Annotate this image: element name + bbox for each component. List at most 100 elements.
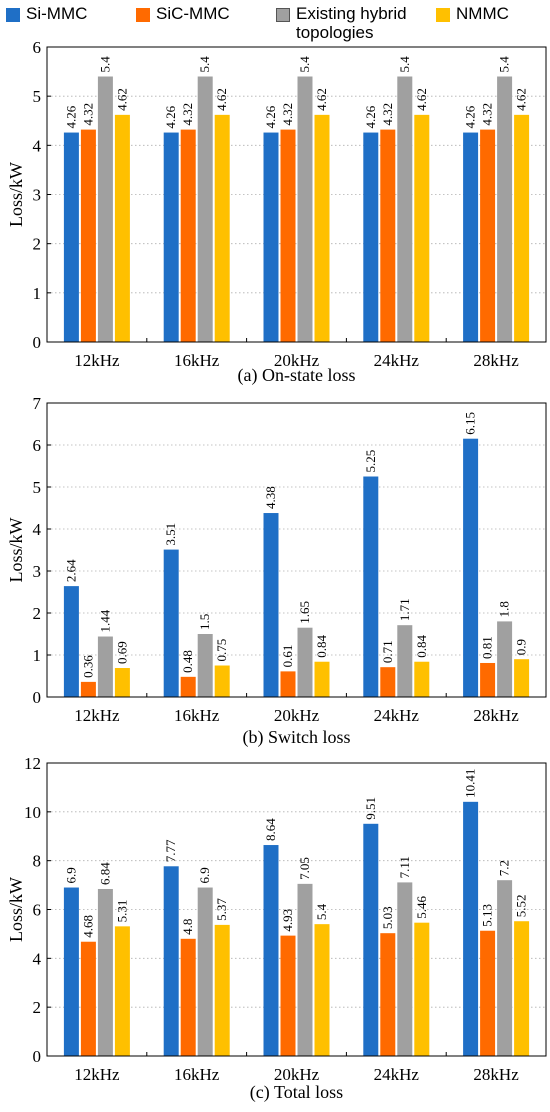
chart-caption: (c) Total loss — [250, 1082, 343, 1103]
bar-existing-hybrid-topologies-28khz — [497, 76, 513, 342]
x-tick-label: 12kHz — [74, 706, 120, 725]
value-label: 5.46 — [414, 895, 429, 918]
value-label: 5.13 — [480, 904, 495, 927]
value-label: 4.26 — [263, 105, 278, 128]
x-tick-label: 24kHz — [374, 1065, 420, 1084]
bar-nmmc-16khz — [214, 924, 230, 1056]
bar-si-mmc-12khz — [63, 586, 79, 697]
bar-existing-hybrid-topologies-28khz — [497, 621, 513, 697]
value-label: 1.65 — [297, 601, 312, 624]
bar-si-mmc-16khz — [163, 866, 179, 1056]
x-tick-label: 28kHz — [473, 1065, 519, 1084]
value-label: 4.38 — [263, 486, 278, 509]
y-tick-label: 8 — [33, 852, 42, 871]
bar-sic-mmc-24khz — [380, 667, 396, 697]
legend: Si-MMC SiC-MMC Existing hybrid topologie… — [0, 0, 550, 48]
chart-panel-1: 4.26 4.26 4.26 4.26 4.264.32 4.32 4.32 4.32 4.32… — [6, 38, 547, 386]
bar-existing-hybrid-topologies-24khz — [397, 882, 413, 1056]
bar-sic-mmc-20khz — [280, 129, 296, 342]
x-tick-label: 12kHz — [74, 1065, 120, 1084]
y-tick-label: 5 — [33, 87, 42, 106]
value-label: 5.31 — [114, 900, 129, 923]
bar-si-mmc-12khz — [63, 132, 79, 342]
value-label: 4.32 — [280, 103, 295, 126]
value-label: 4.8 — [180, 919, 195, 935]
value-label: 9.51 — [363, 797, 378, 820]
y-tick-label: 1 — [33, 284, 42, 303]
legend-swatch-sic-mmc — [136, 8, 150, 22]
value-label: 4.32 — [380, 103, 395, 126]
value-label: 4.62 — [314, 88, 329, 111]
bar-si-mmc-16khz — [163, 549, 179, 697]
bar-existing-hybrid-topologies-16khz — [197, 634, 213, 697]
bar-sic-mmc-20khz — [280, 935, 296, 1056]
value-label: 0.75 — [214, 639, 229, 662]
value-label: 4.62 — [514, 88, 529, 111]
x-tick-label: 20kHz — [274, 351, 320, 370]
value-label: 0.84 — [314, 634, 329, 657]
bar-si-mmc-28khz — [463, 801, 479, 1056]
y-tick-label: 4 — [33, 136, 42, 155]
value-label: 0.81 — [480, 636, 495, 659]
x-tick-label: 16kHz — [174, 706, 220, 725]
bar-existing-hybrid-topologies-28khz — [497, 880, 513, 1056]
value-label: 3.51 — [163, 523, 178, 546]
value-label: 5.37 — [214, 898, 229, 921]
value-label: 0.69 — [114, 641, 129, 664]
value-label: 10.41 — [463, 769, 478, 798]
x-tick-label: 12kHz — [74, 351, 120, 370]
value-label: 5.4 — [314, 903, 329, 920]
bar-si-mmc-24khz — [363, 823, 379, 1056]
legend-item-existing-hybrid: Existing hybrid topologies — [276, 4, 446, 42]
bar-existing-hybrid-topologies-16khz — [197, 887, 213, 1056]
y-tick-label: 3 — [33, 562, 42, 581]
bar-sic-mmc-28khz — [480, 129, 496, 342]
bar-si-mmc-20khz — [263, 513, 279, 697]
value-label: 4.26 — [163, 105, 178, 128]
x-tick-label: 28kHz — [473, 706, 519, 725]
value-label: 4.93 — [280, 909, 295, 932]
bar-nmmc-28khz — [514, 921, 530, 1056]
value-label: 0.9 — [514, 639, 529, 655]
x-tick-label: 28kHz — [473, 351, 519, 370]
bar-si-mmc-28khz — [463, 132, 479, 342]
value-label: 0.71 — [380, 640, 395, 663]
bar-sic-mmc-16khz — [180, 676, 196, 697]
chart-panel-2: 2.64 3.51 4.38 5.25 6.15 0.36 0.48 0.61 0.71 0.81… — [6, 394, 547, 748]
chart-panel-3: 6.9 7.77 8.64 9.51 10.41 4.68 4.8 4.93 5.03 5.13 6… — [6, 754, 547, 1103]
bar-existing-hybrid-topologies-12khz — [97, 636, 113, 697]
y-axis-label: Loss/kW — [6, 877, 26, 942]
value-label: 1.71 — [397, 598, 412, 621]
y-axis-label: Loss/kW — [6, 517, 26, 582]
value-label: 0.48 — [180, 650, 195, 673]
y-tick-label: 4 — [33, 520, 42, 539]
bar-existing-hybrid-topologies-16khz — [197, 76, 213, 342]
legend-swatch-si-mmc — [6, 8, 20, 22]
bar-si-mmc-20khz — [263, 132, 279, 342]
bar-nmmc-12khz — [114, 926, 130, 1056]
y-axis-label: Loss/kW — [6, 162, 26, 227]
value-label: 5.25 — [363, 450, 378, 473]
bar-sic-mmc-24khz — [380, 129, 396, 342]
y-tick-label: 5 — [33, 478, 42, 497]
y-tick-label: 7 — [33, 394, 42, 413]
bar-sic-mmc-20khz — [280, 671, 296, 697]
value-label: 4.26 — [63, 105, 78, 128]
value-label: 4.62 — [114, 88, 129, 111]
value-label: 7.77 — [163, 839, 178, 862]
chart-caption: (b) Switch loss — [243, 727, 351, 748]
bar-sic-mmc-24khz — [380, 933, 396, 1056]
bar-nmmc-12khz — [114, 668, 130, 697]
bar-nmmc-20khz — [314, 114, 330, 342]
bar-existing-hybrid-topologies-20khz — [297, 76, 313, 342]
value-label: 2.64 — [63, 559, 78, 582]
y-tick-label: 6 — [33, 38, 42, 57]
y-tick-label: 6 — [33, 901, 42, 920]
bar-sic-mmc-12khz — [80, 129, 96, 342]
x-tick-label: 20kHz — [274, 1065, 320, 1084]
bar-sic-mmc-16khz — [180, 938, 196, 1056]
bar-sic-mmc-28khz — [480, 930, 496, 1056]
legend-item-sic-mmc: SiC-MMC — [136, 4, 230, 23]
value-label: 6.9 — [197, 867, 212, 883]
